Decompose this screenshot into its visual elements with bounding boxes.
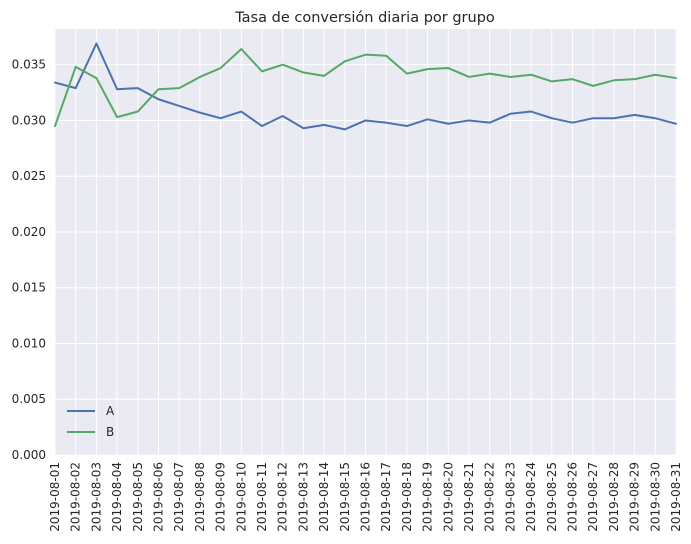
x-tick-label: 2019-08-31 [669, 462, 683, 532]
x-tick-label: 2019-08-03 [89, 462, 103, 532]
gridlines [54, 29, 677, 456]
x-tick-label: 2019-08-25 [545, 462, 559, 532]
y-tick-label: 0.005 [12, 392, 46, 406]
x-tick-label: 2019-08-19 [421, 462, 435, 532]
x-tick-label: 2019-08-22 [483, 462, 497, 532]
x-tick-label: 2019-08-05 [131, 462, 145, 532]
y-axis: 0.000 0.005 0.010 0.015 0.020 0.025 0.030 0.035 [12, 58, 46, 462]
x-tick-label: 2019-08-16 [359, 462, 373, 532]
y-tick-label: 0.020 [12, 225, 46, 239]
x-tick-label: 2019-08-21 [462, 462, 476, 532]
x-tick-label: 2019-08-08 [193, 462, 207, 532]
x-tick-label: 2019-08-20 [441, 462, 455, 532]
y-tick-label: 0.030 [12, 113, 46, 127]
x-tick-label: 2019-08-09 [214, 462, 228, 532]
x-tick-label: 2019-08-12 [276, 462, 290, 532]
x-tick-label: 2019-08-24 [524, 462, 538, 532]
chart-title: Tasa de conversión diaria por grupo [234, 10, 495, 26]
x-tick-label: 2019-08-06 [152, 462, 166, 532]
x-tick-label: 2019-08-18 [400, 462, 414, 532]
x-tick-label: 2019-08-30 [648, 462, 662, 532]
x-tick-label: 2019-08-04 [110, 462, 124, 532]
x-tick-label: 2019-08-10 [234, 462, 248, 532]
y-tick-label: 0.025 [12, 169, 46, 183]
legend-label-B: B [106, 425, 114, 439]
x-tick-label: 2019-08-07 [172, 462, 186, 532]
y-tick-label: 0.035 [12, 58, 46, 72]
y-tick-label: 0.010 [12, 336, 46, 350]
x-tick-label: 2019-08-17 [379, 462, 393, 532]
x-tick-label: 2019-08-13 [296, 462, 310, 532]
x-tick-label: 2019-08-23 [503, 462, 517, 532]
legend-label-A: A [106, 404, 115, 418]
legend: AB [67, 404, 115, 439]
x-tick-label: 2019-08-02 [69, 462, 83, 532]
x-tick-label: 2019-08-11 [255, 462, 269, 532]
x-tick-label: 2019-08-28 [607, 462, 621, 532]
x-tick-label: 2019-08-27 [586, 462, 600, 532]
x-tick-label: 2019-08-15 [338, 462, 352, 532]
series-group [54, 42, 677, 131]
y-tick-label: 0.015 [12, 281, 46, 295]
x-tick-label: 2019-08-14 [317, 462, 331, 532]
y-tick-label: 0.000 [12, 448, 46, 462]
x-tick-label: 2019-08-26 [566, 462, 580, 532]
x-tick-label: 2019-08-01 [48, 462, 62, 532]
x-axis: 2019-08-01 2019-08-02 2019-08-03 2019-08-04… [48, 462, 683, 532]
x-tick-label: 2019-08-29 [628, 462, 642, 532]
